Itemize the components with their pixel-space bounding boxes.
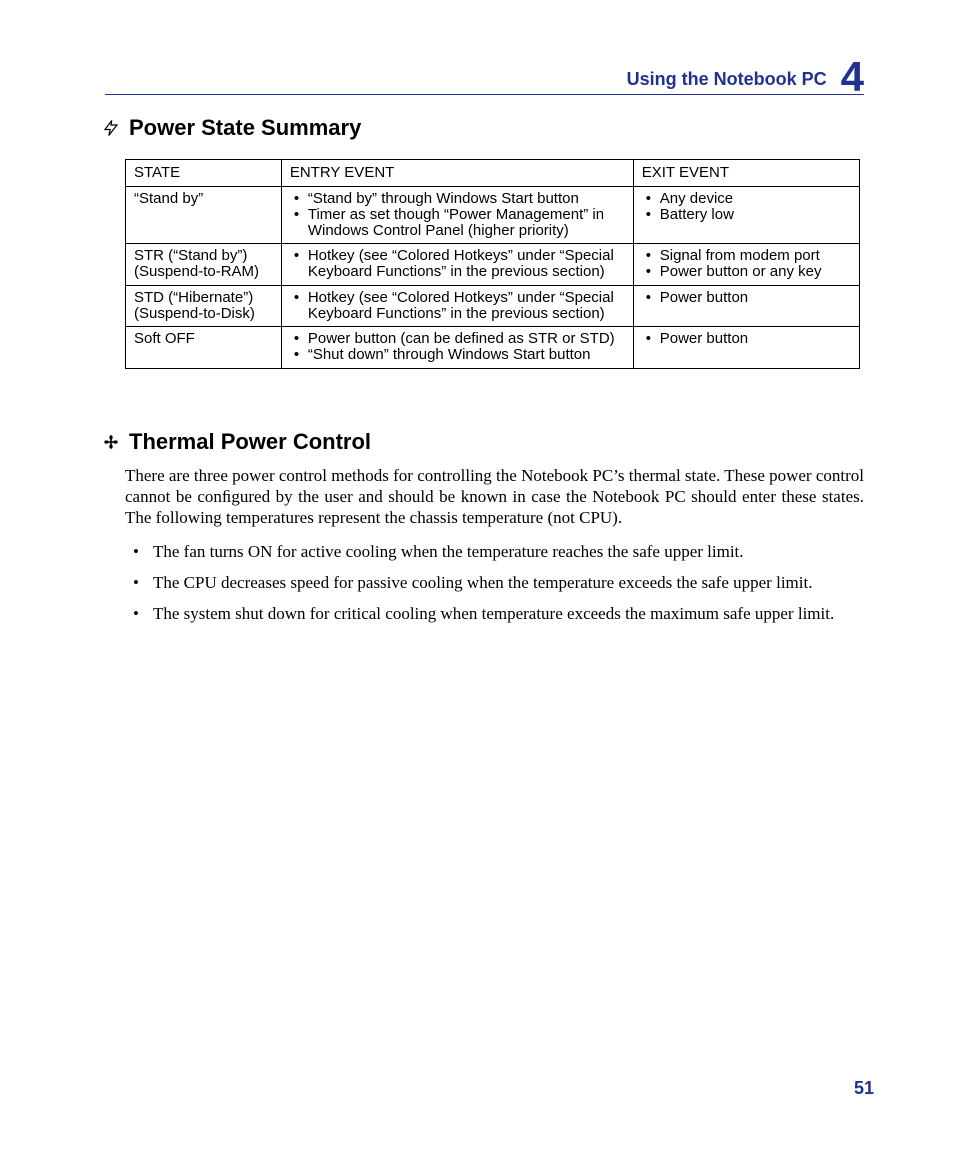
section-title: Thermal Power Control: [129, 429, 371, 455]
state-line: (Suspend-to-Disk): [134, 306, 273, 322]
state-line: STD (“Hibernate”): [134, 290, 273, 306]
list-item: “Stand by” through Windows Start button: [290, 191, 625, 207]
cell-entry: Hotkey (see “Colored Hotkeys” under “Spe…: [281, 285, 633, 327]
fan-icon: [101, 432, 121, 452]
col-header-state: STATE: [126, 160, 282, 187]
cell-exit: Power button: [633, 285, 859, 327]
list-item: Hotkey (see “Colored Hotkeys” under “Spe…: [290, 248, 625, 280]
section-thermal-power-control: Thermal Power Control There are three po…: [105, 429, 864, 625]
page-number: 51: [854, 1078, 874, 1099]
list-item: Hotkey (see “Colored Hotkeys” under “Spe…: [290, 290, 625, 322]
section-heading: Power State Summary: [101, 115, 864, 141]
cell-state: STD (“Hibernate”) (Suspend-to-Disk): [126, 285, 282, 327]
table-row: STR (“Stand by”) (Suspend-to-RAM) Hotkey…: [126, 244, 860, 286]
list-item: The system shut down for critical coolin…: [125, 603, 864, 624]
thermal-bullet-list: The fan turns ON for active cooling when…: [125, 541, 864, 625]
state-line: (Suspend-to-RAM): [134, 264, 273, 280]
col-header-entry: ENTRY EVENT: [281, 160, 633, 187]
list-item: Timer as set though “Power Management” i…: [290, 207, 625, 239]
chapter-title: Using the Notebook PC: [627, 69, 827, 90]
cell-exit: Signal from modem port Power button or a…: [633, 244, 859, 286]
state-line: STR (“Stand by”): [134, 248, 273, 264]
section-heading: Thermal Power Control: [101, 429, 864, 455]
table-row: STD (“Hibernate”) (Suspend-to-Disk) Hotk…: [126, 285, 860, 327]
chapter-header: Using the Notebook PC 4: [105, 50, 864, 95]
power-state-table: STATE ENTRY EVENT EXIT EVENT “Stand by” …: [125, 159, 860, 369]
cell-entry: Hotkey (see “Colored Hotkeys” under “Spe…: [281, 244, 633, 286]
list-item: Power button (can be defined as STR or S…: [290, 331, 625, 347]
table-header-row: STATE ENTRY EVENT EXIT EVENT: [126, 160, 860, 187]
list-item: “Shut down” through Windows Start button: [290, 347, 625, 363]
thermal-paragraph: There are three power control methods fo…: [125, 465, 864, 529]
table-row: “Stand by” “Stand by” through Windows St…: [126, 187, 860, 244]
list-item: Signal from modem port: [642, 248, 851, 264]
section-title: Power State Summary: [129, 115, 361, 141]
list-item: Any device: [642, 191, 851, 207]
list-item: Battery low: [642, 207, 851, 223]
cell-state: STR (“Stand by”) (Suspend-to-RAM): [126, 244, 282, 286]
section-power-state-summary: Power State Summary STATE ENTRY EVENT EX…: [105, 115, 864, 369]
list-item: Power button: [642, 331, 851, 347]
cell-state: Soft OFF: [126, 327, 282, 369]
cell-exit: Any device Battery low: [633, 187, 859, 244]
cell-state: “Stand by”: [126, 187, 282, 244]
cell-entry: Power button (can be defined as STR or S…: [281, 327, 633, 369]
list-item: The CPU decreases speed for passive cool…: [125, 572, 864, 593]
list-item: Power button: [642, 290, 851, 306]
cell-entry: “Stand by” through Windows Start button …: [281, 187, 633, 244]
cell-exit: Power button: [633, 327, 859, 369]
chapter-number: 4: [841, 56, 864, 98]
col-header-exit: EXIT EVENT: [633, 160, 859, 187]
lightning-icon: [101, 118, 121, 138]
table-row: Soft OFF Power button (can be defined as…: [126, 327, 860, 369]
list-item: The fan turns ON for active cooling when…: [125, 541, 864, 562]
list-item: Power button or any key: [642, 264, 851, 280]
page-content: Using the Notebook PC 4 Power State Summ…: [0, 0, 954, 624]
